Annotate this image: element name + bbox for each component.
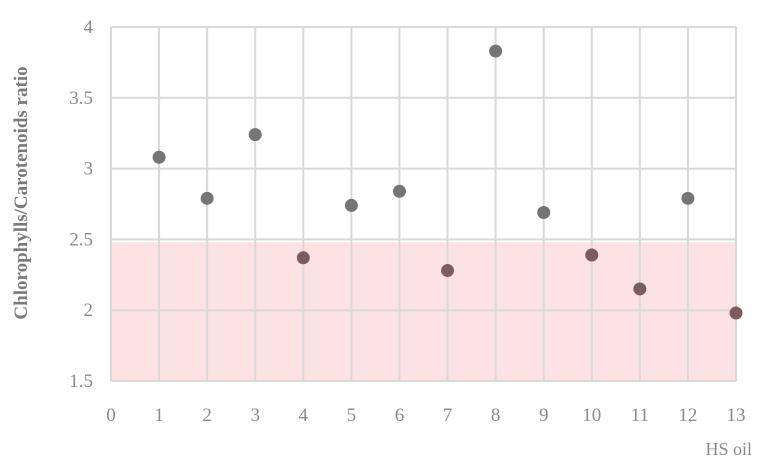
data-point [248,128,262,142]
x-tick-label: 0 [106,405,116,426]
highlight-band [111,242,736,381]
x-axis-title: HS oil [705,439,752,459]
data-point [200,191,214,205]
x-tick-label: 13 [727,405,746,426]
data-point [681,191,695,205]
data-point [344,198,358,212]
x-tick-label: 7 [443,405,453,426]
y-tick-label: 2 [84,300,94,321]
y-axis-title: Chlorophylls/Carotenoids ratio [11,66,32,319]
x-tick-label: 3 [250,405,260,426]
x-tick-label: 12 [678,405,697,426]
x-tick-label: 5 [347,405,357,426]
x-tick-label: 10 [582,405,601,426]
y-tick-label: 4 [84,17,94,38]
x-tick-label: 4 [299,405,309,426]
y-tick-label: 3 [84,159,94,180]
y-tick-label: 2.5 [69,229,93,250]
data-point [585,248,599,262]
data-point [296,251,310,265]
x-tick-label: 1 [154,405,164,426]
data-point [152,150,166,164]
data-points [152,44,743,320]
data-point [489,44,503,58]
data-point [441,264,455,278]
x-tick-label: 9 [539,405,549,426]
y-tick-label: 3.5 [69,88,93,109]
data-point [537,205,551,219]
x-tick-label: 6 [395,405,405,426]
tick-labels: 0 1 2 3 4 5 6 7 8 9 10 11 12 131.522.533.54 [69,17,745,426]
y-tick-label: 1.5 [69,371,93,392]
x-tick-label: 8 [491,405,501,426]
data-point [633,282,647,296]
data-point [729,306,743,320]
data-point [392,184,406,198]
x-tick-label: 2 [202,405,212,426]
x-tick-label: 11 [631,405,649,426]
